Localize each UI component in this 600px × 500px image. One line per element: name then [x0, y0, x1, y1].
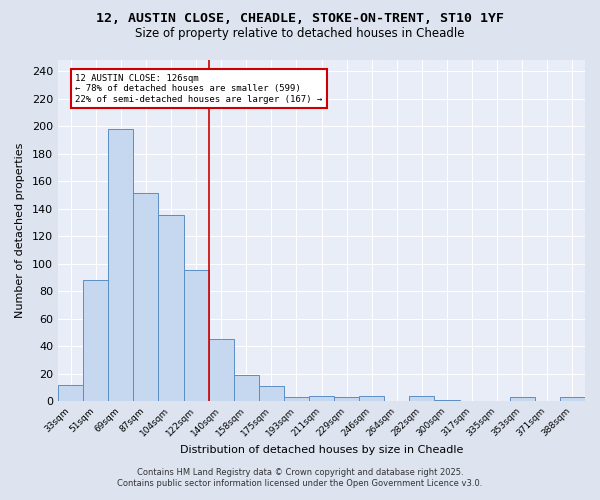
Y-axis label: Number of detached properties: Number of detached properties — [15, 143, 25, 318]
Bar — [309, 396, 334, 401]
Bar — [158, 216, 184, 401]
Bar — [108, 129, 133, 401]
Bar — [83, 280, 108, 401]
Text: 12, AUSTIN CLOSE, CHEADLE, STOKE-ON-TRENT, ST10 1YF: 12, AUSTIN CLOSE, CHEADLE, STOKE-ON-TREN… — [96, 12, 504, 26]
Bar — [334, 397, 359, 401]
X-axis label: Distribution of detached houses by size in Cheadle: Distribution of detached houses by size … — [180, 445, 463, 455]
Bar — [209, 339, 234, 401]
Bar — [284, 397, 309, 401]
Bar — [409, 396, 434, 401]
Text: 12 AUSTIN CLOSE: 126sqm
← 78% of detached houses are smaller (599)
22% of semi-d: 12 AUSTIN CLOSE: 126sqm ← 78% of detache… — [75, 74, 322, 104]
Text: Contains HM Land Registry data © Crown copyright and database right 2025.
Contai: Contains HM Land Registry data © Crown c… — [118, 468, 482, 487]
Bar — [133, 194, 158, 401]
Bar — [259, 386, 284, 401]
Bar — [560, 397, 585, 401]
Bar — [510, 397, 535, 401]
Bar — [234, 375, 259, 401]
Bar — [359, 396, 384, 401]
Text: Size of property relative to detached houses in Cheadle: Size of property relative to detached ho… — [135, 28, 465, 40]
Bar — [184, 270, 209, 401]
Bar — [58, 384, 83, 401]
Bar — [434, 400, 460, 401]
